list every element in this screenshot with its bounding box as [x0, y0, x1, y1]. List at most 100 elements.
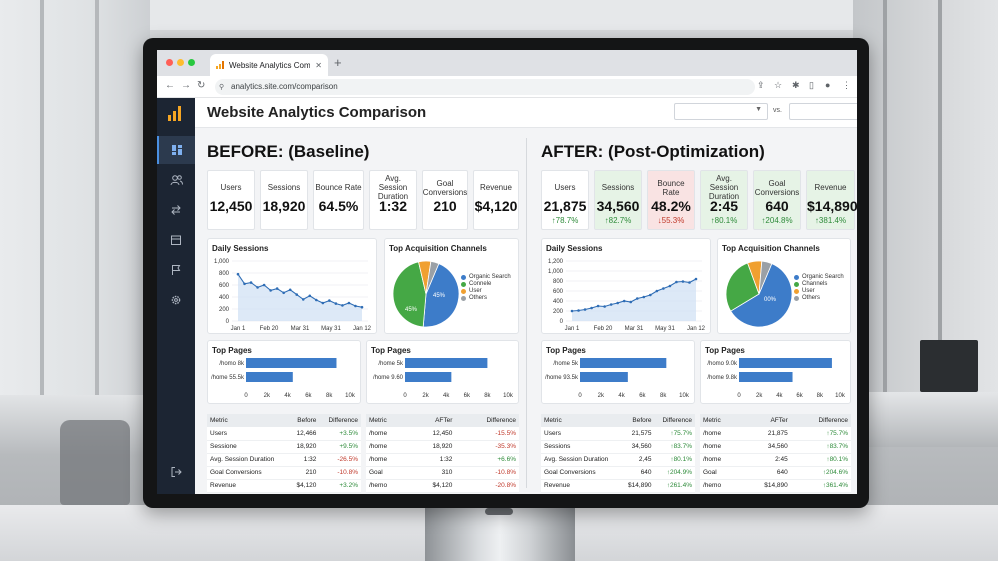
site-info-icon[interactable]: ⚲ — [219, 84, 225, 91]
forward-arrow-icon[interactable]: → — [181, 80, 191, 91]
kpi-label: Revenue — [479, 183, 513, 193]
cell-difference: +3.2% — [319, 479, 361, 493]
x-tick-label: 2k — [756, 393, 763, 399]
share-icon[interactable]: ⇪ — [757, 80, 765, 90]
cell-value: 18,920 — [409, 440, 456, 454]
before-title: BEFORE: (Baseline) — [207, 142, 370, 161]
cell-value: 34,560 — [620, 440, 655, 454]
tab-title: Website Analytics Compariso — [229, 60, 311, 70]
kpi-change: ↓55.3% — [657, 216, 685, 225]
data-point — [635, 297, 639, 300]
table-row: Sessione 18,920 +9.5% — [207, 440, 361, 454]
cell-difference: ↑204.9% — [654, 466, 695, 480]
data-point — [360, 305, 364, 309]
browser-tab[interactable]: Website Analytics Compariso ✕ — [210, 54, 328, 76]
cell-metric: Goal Conversions — [207, 466, 290, 480]
column-header: Before — [289, 414, 320, 427]
app-header: Website Analytics Comparison ▼ vs. ▼ — [195, 98, 857, 128]
data-point — [629, 300, 633, 304]
data-point — [583, 308, 587, 311]
bar-category-label: /home 55.5k — [211, 375, 245, 381]
table-header-row: Metric AFTer Difference — [366, 414, 519, 427]
sidebar-item-users[interactable] — [157, 166, 195, 194]
close-window-button[interactable] — [166, 59, 173, 66]
x-tick-label: Jan 12 — [353, 326, 372, 332]
data-point — [642, 295, 646, 299]
sidebar-item-goals[interactable] — [157, 256, 195, 284]
kpi-card: Goal Conversions 640 ↑204.8% — [753, 170, 801, 230]
data-point — [662, 287, 665, 290]
cell-value: 12,466 — [289, 427, 320, 441]
monitor-screen: Website Analytics Compariso ✕ + ← → ↻ an… — [157, 50, 857, 494]
cell-metric: Revenue — [541, 479, 621, 493]
data-point — [688, 281, 691, 284]
kpi-label: Avg. Session Duration — [377, 174, 409, 201]
cell-metric: /home — [700, 427, 741, 441]
url-bar[interactable]: analytics.site.com/comparison — [215, 79, 755, 95]
column-header: Difference — [319, 414, 361, 427]
desk-right — [848, 392, 998, 447]
data-point — [308, 294, 312, 298]
bookmark-star-icon[interactable]: ☆ — [774, 80, 783, 90]
table-row: Goal 310 -10.8% — [366, 466, 519, 480]
sidebar-item-calendar[interactable] — [157, 226, 195, 254]
kpi-card: Sessions 18,920 — [260, 170, 308, 230]
cell-difference: -35.3% — [455, 440, 519, 454]
series-area — [572, 279, 696, 321]
bar-category-label: /homo 9.0k — [707, 361, 738, 367]
cell-value: 21,575 — [620, 427, 655, 441]
column-header: AFTer — [409, 414, 456, 427]
pages-table: Metric AFTer Difference /home 21,875 ↑75.7… — [700, 414, 851, 493]
legend-label: Others — [802, 295, 821, 301]
data-point — [616, 301, 619, 305]
table-row: /home 18,920 -35.3% — [366, 440, 519, 454]
kpi-card: Goal Conversions 210 — [422, 170, 468, 230]
cell-metric: Revenue — [207, 479, 290, 493]
data-point — [328, 299, 331, 302]
legend-item: Channels — [794, 281, 844, 287]
profile-icon[interactable]: ● — [825, 80, 831, 90]
maximize-window-button[interactable] — [188, 59, 195, 66]
pie-percent-label: 00% — [764, 297, 777, 303]
sidebar-item-settings[interactable] — [157, 286, 195, 314]
sidebar-item-logout[interactable] — [157, 458, 195, 486]
browser-toolbar: ← → ↻ analytics.site.com/comparison ⚲ ⇪ … — [157, 76, 857, 98]
flag-icon — [172, 265, 181, 275]
bar-category-label: /home 5k — [553, 361, 579, 367]
sidebar-item-transfers[interactable] — [157, 196, 195, 224]
kpi-label: Avg. Session Duration — [708, 174, 740, 201]
kpi-value: $14,890 — [807, 198, 857, 214]
calendar-icon — [171, 235, 181, 245]
cell-difference: ↑75.7% — [654, 427, 695, 441]
kpi-label: Sessions — [267, 183, 301, 193]
reload-icon[interactable]: ↻ — [197, 80, 206, 91]
cell-difference: +3.5% — [319, 427, 361, 441]
card-title: Daily Sessions — [212, 244, 269, 253]
extensions-puzzle-icon[interactable]: ✱ — [792, 80, 800, 90]
x-tick-label: Feb 20 — [260, 326, 279, 332]
new-tab-icon[interactable]: + — [334, 55, 342, 70]
legend-label: User — [802, 288, 815, 294]
cell-metric: Goal Conversions — [541, 466, 621, 480]
kpi-card: Revenue $4,120 — [473, 170, 519, 230]
analytics-favicon-icon — [216, 61, 224, 69]
back-arrow-icon[interactable]: ← — [165, 80, 175, 91]
table-row: /home 12,450 -15.5% — [366, 427, 519, 441]
data-point — [590, 306, 593, 310]
period-select-right[interactable]: ▼ — [789, 103, 857, 120]
bar — [580, 372, 628, 382]
vs-label: vs. — [773, 107, 782, 114]
data-point — [622, 299, 626, 303]
menu-kebab-icon[interactable]: ⋮ — [842, 80, 851, 90]
top-pages-bar-chart: /homo 9.0k/home 9.8k 0 2k 4k 6k 8k 10k — [707, 358, 846, 399]
sidebar-item-dashboard[interactable] — [157, 136, 195, 164]
card-title: Top Pages — [371, 346, 411, 355]
side-panel-icon[interactable]: ▯ — [809, 80, 814, 90]
minimize-window-button[interactable] — [177, 59, 184, 66]
x-tick-label: 10k — [503, 393, 514, 399]
x-tick-label: Jan 1 — [231, 326, 246, 332]
close-tab-icon[interactable]: ✕ — [315, 60, 322, 70]
cell-difference: ↑75.7% — [790, 427, 851, 441]
period-select-left[interactable]: ▼ — [674, 103, 768, 120]
top-pages-bar-chart: /homo 8k/home 55.5k 0 2k 4k 6k 8k 10k — [211, 358, 356, 399]
